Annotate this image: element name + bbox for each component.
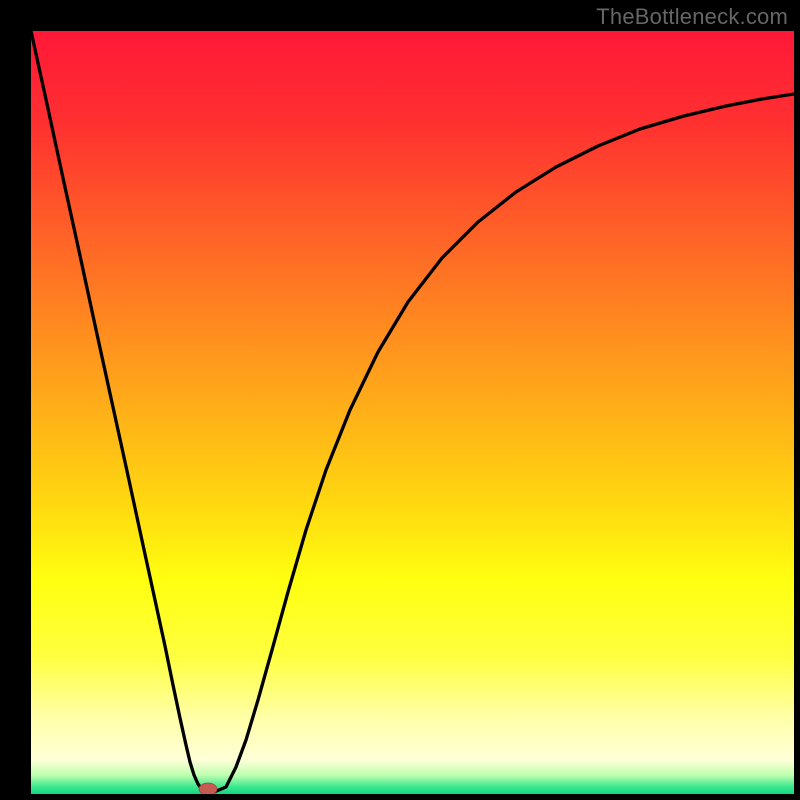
plot-svg [31, 31, 794, 794]
chart-frame: TheBottleneck.com [0, 0, 800, 800]
performance-curve [31, 31, 794, 792]
optimum-marker [199, 783, 217, 794]
plot-area [31, 31, 794, 794]
watermark-text: TheBottleneck.com [596, 4, 788, 30]
